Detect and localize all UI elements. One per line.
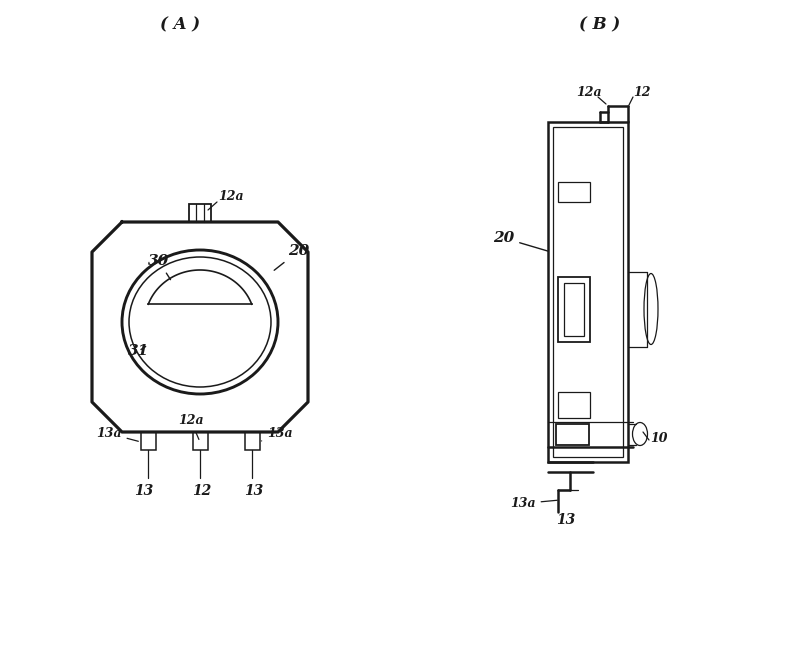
Text: 30: 30 (148, 254, 170, 280)
Text: 13a: 13a (262, 427, 293, 441)
Ellipse shape (633, 422, 647, 445)
Bar (558, 182, 590, 202)
Text: 13a: 13a (96, 427, 138, 442)
Bar (553, 127, 623, 457)
Text: 31: 31 (128, 344, 150, 358)
Text: 12: 12 (192, 484, 211, 498)
Bar (556, 424, 589, 445)
Text: 12: 12 (633, 86, 650, 99)
Text: 13: 13 (556, 513, 575, 527)
Text: 13: 13 (244, 484, 263, 498)
Bar (548, 122, 628, 462)
Bar (564, 283, 584, 336)
Bar (558, 392, 590, 418)
Ellipse shape (644, 273, 658, 344)
Text: 12a: 12a (178, 414, 204, 440)
Text: 13a: 13a (510, 497, 558, 510)
Bar (141, 432, 156, 450)
Bar (558, 277, 590, 342)
Text: 20: 20 (493, 231, 548, 251)
Text: 12a: 12a (576, 86, 602, 99)
Text: ( B ): ( B ) (579, 16, 621, 33)
Bar (193, 432, 208, 450)
Bar (189, 204, 211, 222)
Text: 13: 13 (134, 484, 154, 498)
Text: 12a: 12a (218, 190, 244, 203)
Text: 10: 10 (650, 432, 667, 445)
Text: ( A ): ( A ) (160, 16, 200, 33)
Text: 20: 20 (274, 244, 310, 270)
Bar (245, 432, 260, 450)
